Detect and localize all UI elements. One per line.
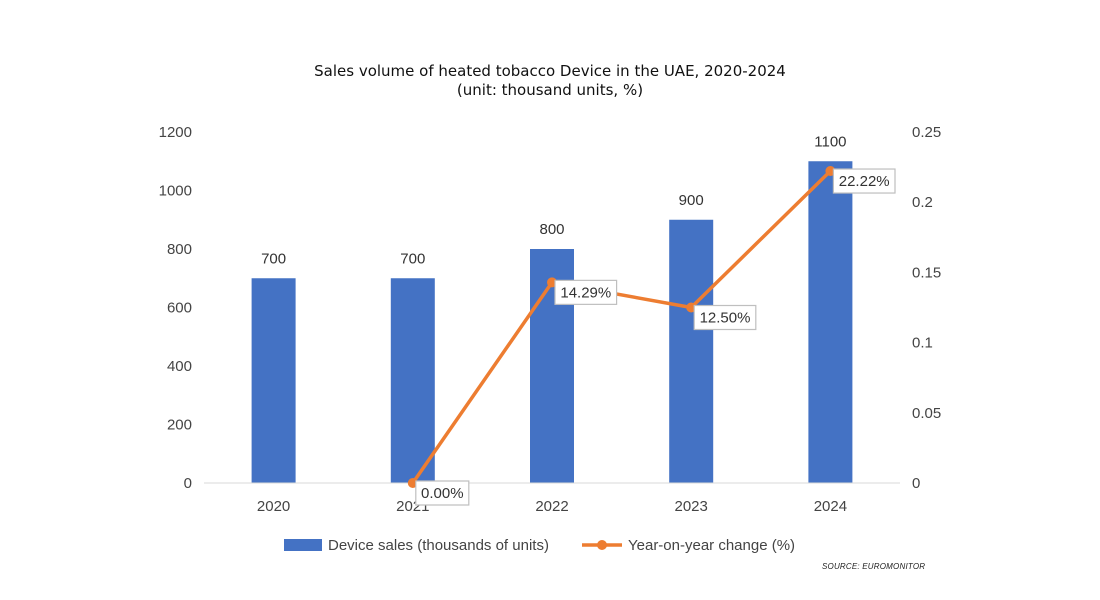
x-tick-label: 2023 bbox=[675, 498, 708, 515]
y-right-tick-label: 0.15 bbox=[912, 264, 941, 281]
y-right-tick-label: 0.2 bbox=[912, 194, 933, 211]
chart-title: Sales volume of heated tobacco Device in… bbox=[314, 62, 786, 80]
yoy-value-label: 0.00% bbox=[421, 485, 464, 502]
bar-value-label: 800 bbox=[539, 221, 564, 238]
legend-line-marker bbox=[597, 540, 607, 550]
yoy-value-label: 12.50% bbox=[700, 310, 751, 327]
bar-value-label: 700 bbox=[261, 250, 286, 267]
y-right-tick-label: 0.1 bbox=[912, 335, 933, 352]
yoy-value-label: 14.29% bbox=[560, 284, 611, 301]
bar bbox=[251, 278, 296, 483]
y-left-tick-label: 1000 bbox=[159, 183, 192, 200]
source-note: SOURCE: EUROMONITOR bbox=[822, 562, 926, 571]
bar-value-label: 900 bbox=[679, 192, 704, 209]
legend-line-label: Year-on-year change (%) bbox=[628, 537, 795, 554]
bar bbox=[808, 161, 853, 483]
x-tick-label: 2024 bbox=[814, 498, 847, 515]
y-right-tick-label: 0 bbox=[912, 475, 920, 492]
bar bbox=[669, 219, 714, 483]
legend-bar-label: Device sales (thousands of units) bbox=[328, 537, 549, 554]
chart-title-block: Sales volume of heated tobacco Device in… bbox=[0, 62, 1100, 100]
bar-value-label: 700 bbox=[400, 250, 425, 267]
x-tick-label: 2020 bbox=[257, 498, 290, 515]
yoy-line bbox=[411, 169, 832, 484]
yoy-label-box bbox=[693, 304, 757, 331]
y-left-tick-label: 0 bbox=[184, 475, 192, 492]
y-left-tick-label: 400 bbox=[167, 358, 192, 375]
yoy-label-box bbox=[832, 168, 896, 194]
bar-value-label: 1100 bbox=[814, 133, 846, 150]
bar bbox=[390, 278, 435, 483]
y-left-tick-label: 800 bbox=[167, 241, 192, 258]
y-left-tick-label: 600 bbox=[167, 300, 192, 317]
y-left-tick-label: 200 bbox=[167, 417, 192, 434]
yoy-label-box bbox=[554, 279, 618, 305]
x-tick-label: 2022 bbox=[535, 498, 568, 515]
y-right-tick-label: 0.05 bbox=[912, 405, 941, 422]
yoy-value-label: 22.22% bbox=[839, 173, 890, 190]
y-right-tick-label: 0.25 bbox=[912, 124, 941, 141]
yoy-label-box bbox=[415, 480, 470, 506]
y-left-tick-label: 1200 bbox=[159, 124, 192, 141]
chart-subtitle: (unit: thousand units, %) bbox=[456, 81, 644, 99]
legend-bar-swatch bbox=[284, 539, 322, 551]
